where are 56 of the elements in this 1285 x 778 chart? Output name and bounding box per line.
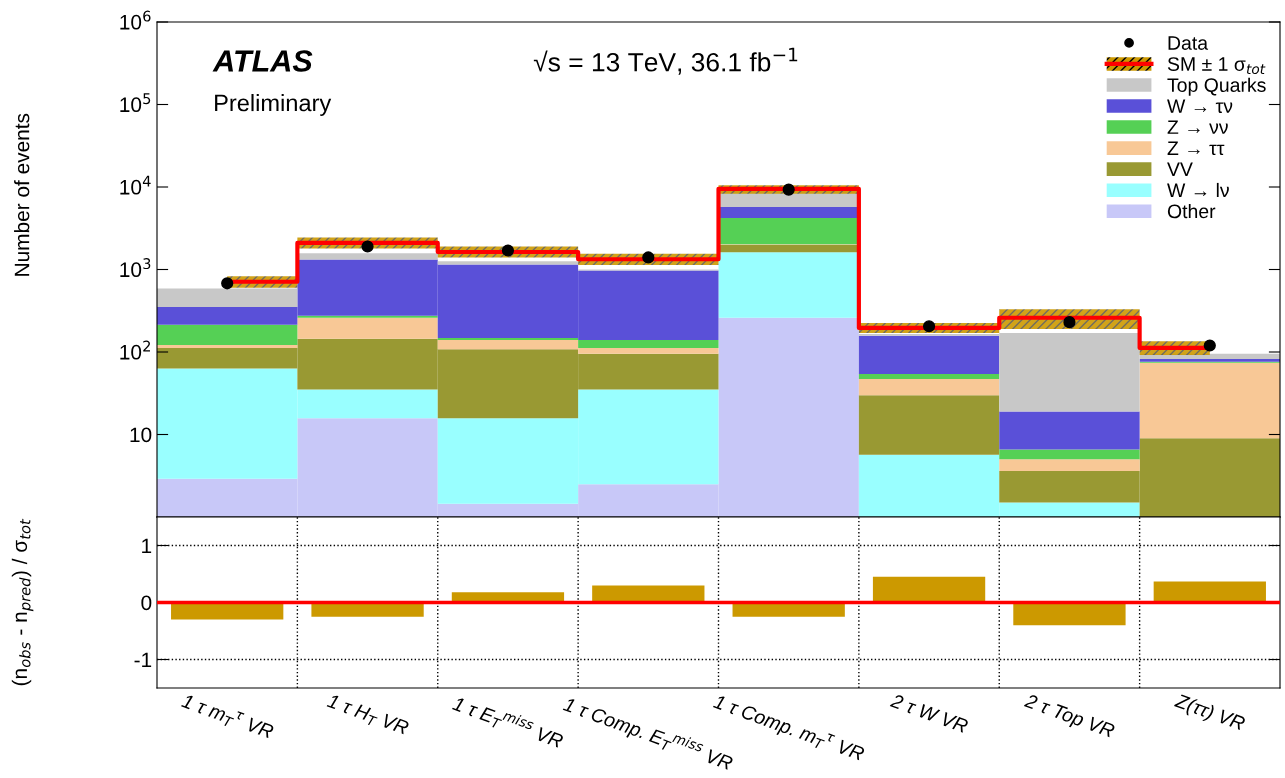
bar xyxy=(578,339,719,348)
legend-label: W → τν xyxy=(1167,99,1233,114)
bar xyxy=(858,335,1000,375)
point xyxy=(501,244,515,257)
bar xyxy=(157,288,298,308)
legend-label: W → lν xyxy=(1167,182,1229,197)
y-tick-label: 1 xyxy=(142,538,152,554)
y-tick-label: 10$^{4}$ xyxy=(120,175,151,195)
point xyxy=(361,240,374,253)
x-tick-label: 1 τ H$_{T}$ VR xyxy=(325,693,410,738)
legend-label: Z → ττ xyxy=(1167,141,1225,156)
annotation: Preliminary xyxy=(215,93,332,116)
bar xyxy=(157,324,298,345)
bar xyxy=(297,253,438,260)
point xyxy=(221,277,234,290)
bar xyxy=(999,411,1140,450)
y-tick-label: 10$^{3}$ xyxy=(120,258,151,278)
bar xyxy=(999,459,1140,472)
y-tick-label: 10$^{6}$ xyxy=(120,10,151,30)
bar xyxy=(858,374,1000,380)
legend-label: VV xyxy=(1167,162,1193,176)
bar xyxy=(1013,602,1126,626)
bar xyxy=(858,379,1000,396)
x-tick-label: 2 τ Top VR xyxy=(1022,693,1116,742)
annotation: ATLAS xyxy=(212,50,313,72)
legend-label: SM ± 1 σ$_{tot}$ xyxy=(1167,57,1266,75)
bar xyxy=(718,207,859,218)
bar xyxy=(297,317,438,339)
point xyxy=(1063,316,1076,329)
point xyxy=(782,183,795,196)
point xyxy=(922,320,936,333)
bar xyxy=(297,315,438,318)
point xyxy=(642,251,655,264)
y-axis-title: (n$_{obs}$ - n$_{pred}$) / σ$_{tot}$ xyxy=(11,518,34,686)
y-tick-label: -1 xyxy=(134,652,152,668)
x-tick-label: 2 τ W VR xyxy=(889,693,969,734)
annotation: √s = 13 TeV, 36.1 fb$^{−1}$ xyxy=(533,47,798,75)
bar xyxy=(718,244,859,253)
x-tick-label: Z(ττ) VR xyxy=(1172,692,1247,735)
bar xyxy=(1153,581,1266,603)
y-axis-title: Number of events xyxy=(14,113,30,276)
legend-label: Top Quarks xyxy=(1167,77,1266,96)
legend-label: Data xyxy=(1168,36,1209,50)
x-tick-label: 1 τ m$_{T}$$^{τ}$ VR xyxy=(180,692,275,742)
y-tick-label: 10$^{2}$ xyxy=(120,340,150,360)
bar xyxy=(999,449,1140,460)
y-tick-label: 0 xyxy=(141,595,152,611)
y-tick-label: 10 xyxy=(130,427,152,443)
bar xyxy=(872,576,986,603)
bar xyxy=(157,344,298,348)
legend-label: Z → νν xyxy=(1167,120,1228,134)
bar xyxy=(437,261,579,265)
point xyxy=(1203,339,1216,352)
y-tick-label: 10$^{5}$ xyxy=(120,93,151,113)
legend-label: Other xyxy=(1167,203,1216,219)
bar xyxy=(718,217,859,245)
